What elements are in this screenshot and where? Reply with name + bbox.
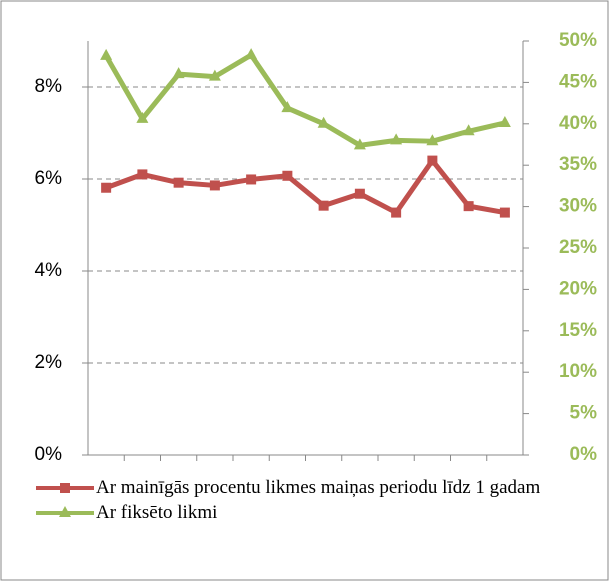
series-line xyxy=(103,52,508,148)
marker xyxy=(101,182,112,193)
marker xyxy=(209,180,220,191)
marker xyxy=(281,101,294,113)
marker xyxy=(173,177,184,188)
y-tick-label: 0% xyxy=(35,444,63,465)
marker xyxy=(100,48,113,60)
y2-tick-label: 5% xyxy=(570,403,598,424)
marker xyxy=(390,133,403,145)
y2-tick-label: 20% xyxy=(559,278,597,299)
y2-tick-label: 35% xyxy=(559,154,597,175)
marker xyxy=(282,170,293,181)
legend-swatch xyxy=(36,483,94,493)
y2-tick-label: 15% xyxy=(559,320,597,341)
y2-tick-label: 50% xyxy=(559,30,597,51)
y2-tick-label: 45% xyxy=(559,71,597,92)
marker xyxy=(246,174,257,185)
marker xyxy=(353,138,366,150)
marker xyxy=(137,169,148,180)
legend-swatch xyxy=(36,506,94,517)
legend-label: Ar mainīgās procentu likmes maiņas perio… xyxy=(96,477,541,498)
marker xyxy=(317,116,330,128)
legend-marker xyxy=(59,506,71,517)
y2-tick-label: 0% xyxy=(570,444,598,465)
y2-tick-label: 30% xyxy=(559,196,597,217)
legend: Ar mainīgās procentu likmes maiņas perio… xyxy=(34,476,594,526)
legend-entry: Ar fiksēto likmi xyxy=(34,501,594,524)
marker xyxy=(463,201,474,212)
marker xyxy=(499,207,510,218)
marker xyxy=(318,200,329,211)
marker xyxy=(354,188,365,199)
marker xyxy=(498,115,511,127)
marker xyxy=(208,69,221,81)
marker xyxy=(426,134,439,146)
marker xyxy=(427,155,438,166)
legend-label: Ar fiksēto likmi xyxy=(96,502,218,523)
y2-tick-label: 25% xyxy=(559,237,597,258)
series-line xyxy=(103,158,508,216)
marker xyxy=(462,124,475,136)
y-tick-label: 8% xyxy=(35,76,63,97)
y2-tick-label: 10% xyxy=(559,361,597,382)
y-tick-label: 6% xyxy=(35,168,63,189)
legend-marker xyxy=(60,483,70,493)
legend-entry: Ar mainīgās procentu likmes maiņas perio… xyxy=(34,476,594,499)
y2-tick-label: 40% xyxy=(559,113,597,134)
marker xyxy=(245,48,258,60)
marker xyxy=(172,67,185,79)
y-tick-label: 2% xyxy=(35,352,63,373)
marker xyxy=(136,111,149,123)
y-tick-label: 4% xyxy=(35,260,63,281)
marker xyxy=(391,207,402,218)
